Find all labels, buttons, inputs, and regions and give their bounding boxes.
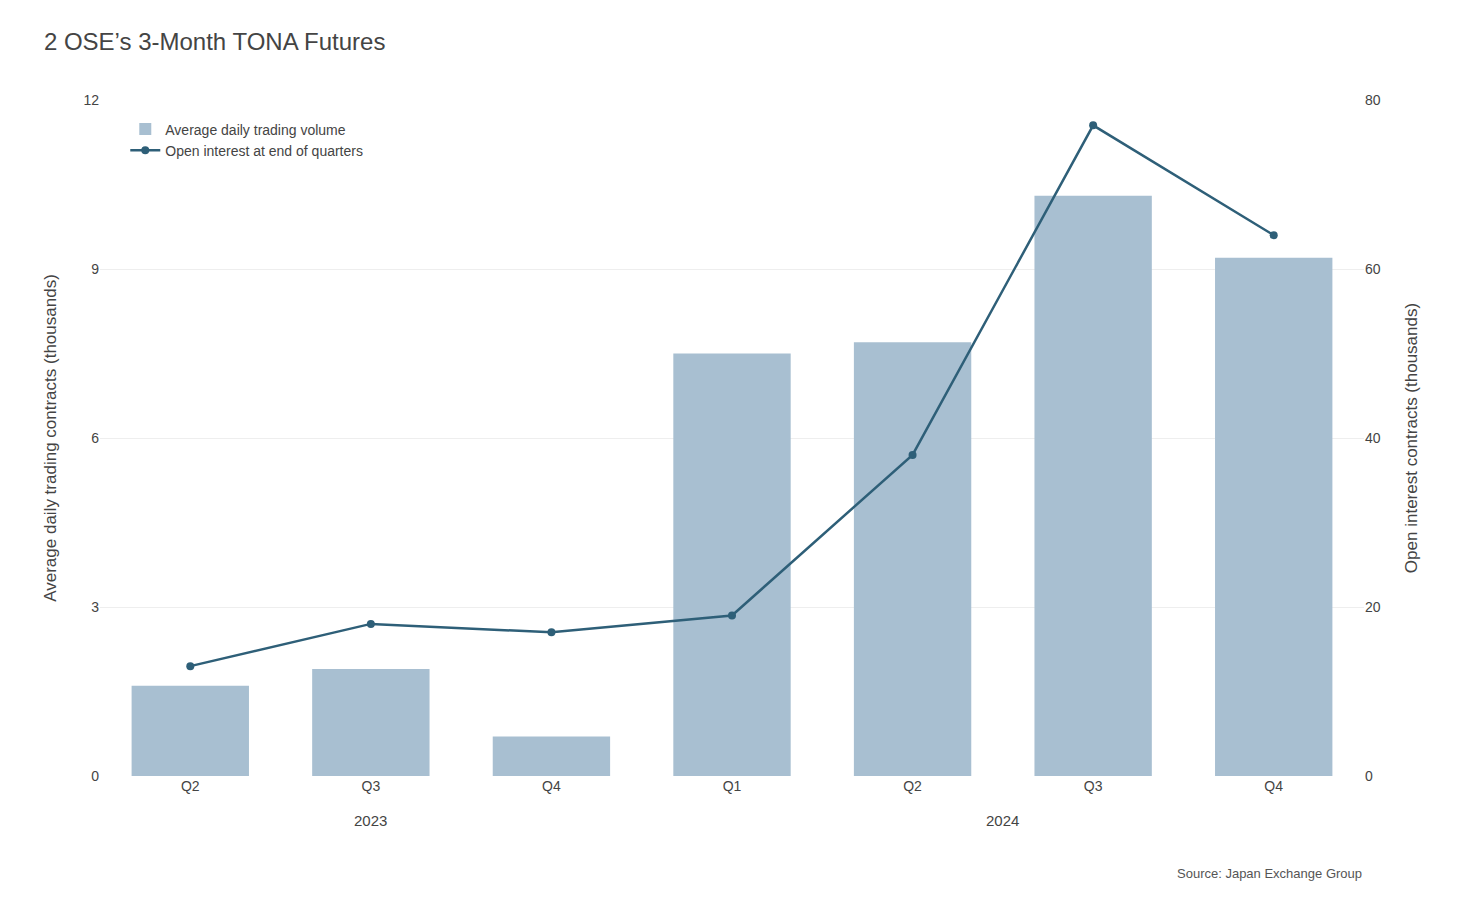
svg-text:Source: Japan Exchange Group: Source: Japan Exchange Group bbox=[1177, 866, 1362, 881]
svg-text:3: 3 bbox=[91, 599, 99, 615]
svg-text:Q4: Q4 bbox=[542, 778, 561, 794]
svg-text:Q2: Q2 bbox=[903, 778, 922, 794]
svg-text:Q3: Q3 bbox=[362, 778, 381, 794]
svg-text:Q4: Q4 bbox=[1264, 778, 1283, 794]
svg-text:0: 0 bbox=[91, 768, 99, 784]
svg-text:40: 40 bbox=[1365, 430, 1381, 446]
svg-text:2 OSE’s 3-Month TONA Futures: 2 OSE’s 3-Month TONA Futures bbox=[44, 28, 385, 55]
svg-text:Q3: Q3 bbox=[1084, 778, 1103, 794]
svg-text:0: 0 bbox=[1365, 768, 1373, 784]
svg-text:9: 9 bbox=[91, 261, 99, 277]
svg-text:2024: 2024 bbox=[986, 812, 1019, 829]
svg-text:60: 60 bbox=[1365, 261, 1381, 277]
svg-text:Open interest at end of quarte: Open interest at end of quarters bbox=[165, 143, 363, 159]
svg-text:20: 20 bbox=[1365, 599, 1381, 615]
svg-text:Average daily trading contract: Average daily trading contracts (thousan… bbox=[41, 274, 60, 602]
svg-text:Q2: Q2 bbox=[181, 778, 200, 794]
svg-text:Average daily trading volume: Average daily trading volume bbox=[165, 122, 346, 138]
svg-text:Q1: Q1 bbox=[723, 778, 742, 794]
svg-text:Open interest contracts (thous: Open interest contracts (thousands) bbox=[1402, 303, 1421, 573]
svg-text:2023: 2023 bbox=[354, 812, 387, 829]
svg-text:80: 80 bbox=[1365, 92, 1381, 108]
svg-text:6: 6 bbox=[91, 430, 99, 446]
svg-text:12: 12 bbox=[83, 92, 99, 108]
